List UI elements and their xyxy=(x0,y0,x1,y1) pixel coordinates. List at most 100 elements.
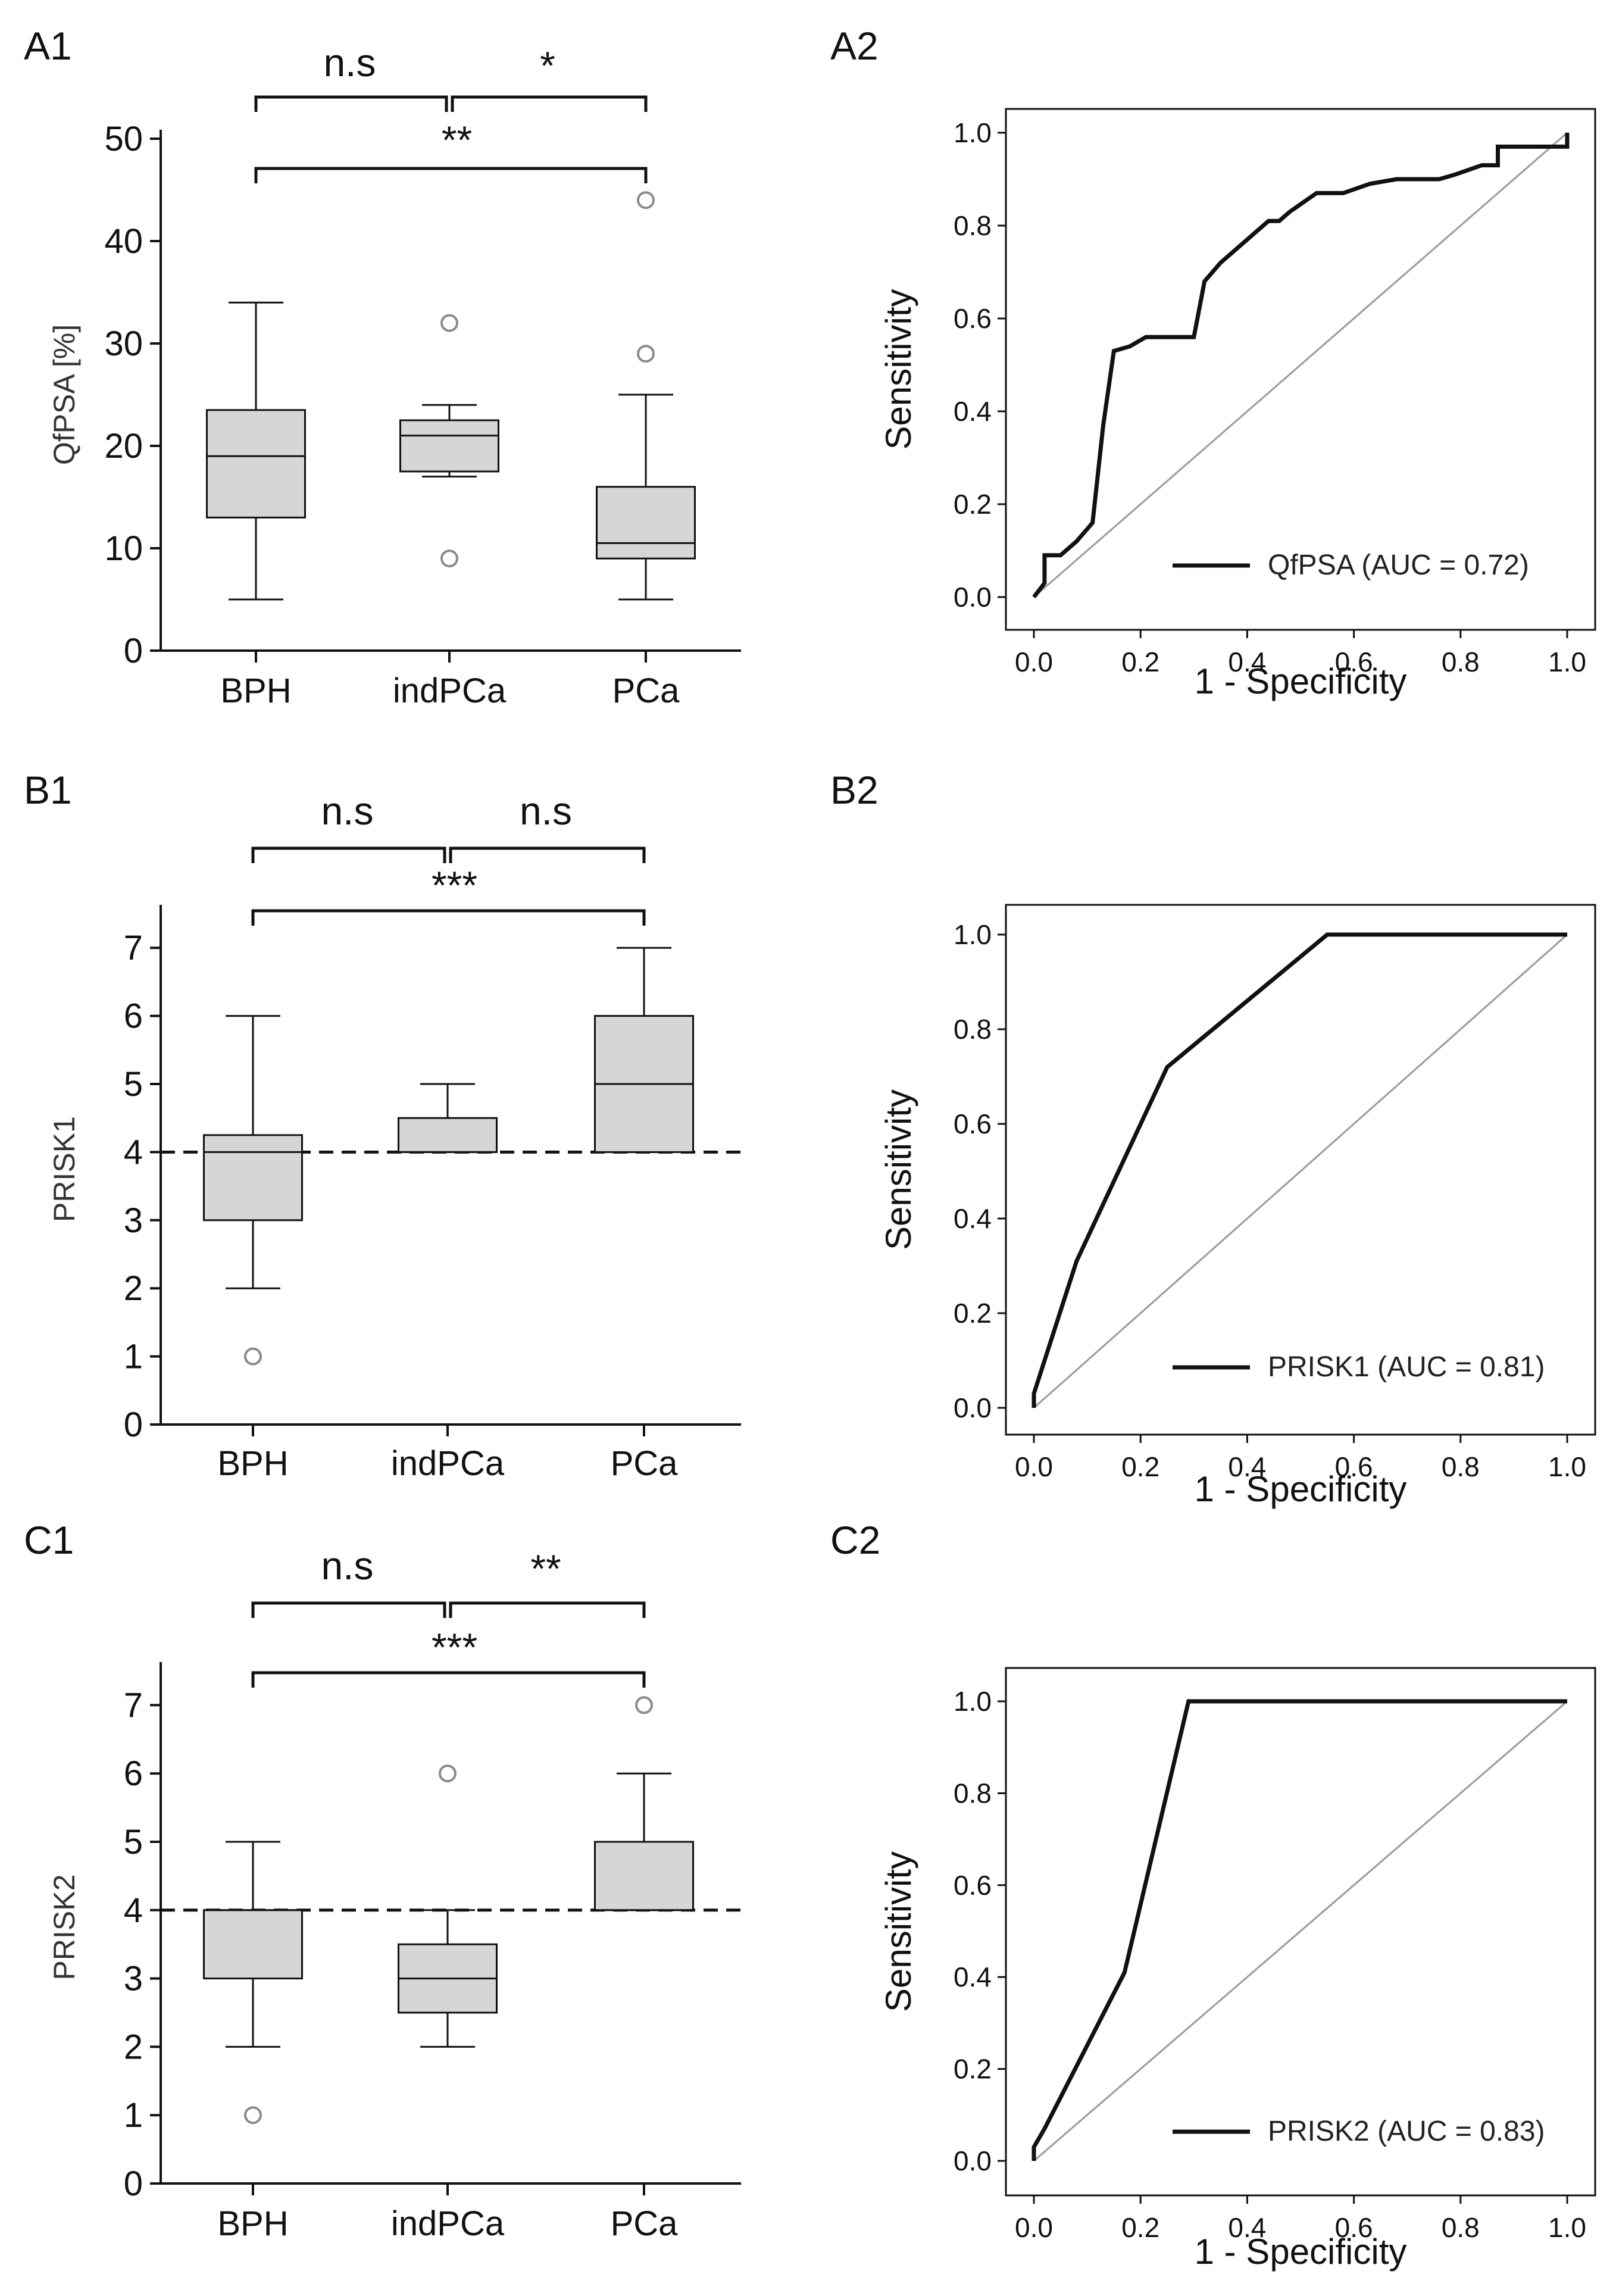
bracket-indpca-pca xyxy=(449,846,646,863)
panel-a2: A2 0.0 0.2 0.4 0.6 0.8 1.0 0.0 0.2 0.4 0.6 0.8 1.0 1 … xyxy=(830,24,1596,701)
x-axis-label: 1 - Specificity xyxy=(1195,1469,1407,1509)
outlier-point xyxy=(244,2106,262,2125)
y-tick-label: 20 xyxy=(104,427,143,466)
box-iqr xyxy=(206,409,306,518)
y-tick-label: 0.2 xyxy=(954,489,992,520)
roc-curve xyxy=(1032,1699,1567,2161)
bracket-indpca-pca xyxy=(449,1601,646,1618)
bracket-bph-pca xyxy=(251,909,646,926)
x-axis-label: 1 - Specificity xyxy=(1195,2232,1407,2272)
y-tick-label: 1.0 xyxy=(954,919,992,950)
box-iqr xyxy=(399,419,499,473)
x-tick-label: PCa xyxy=(612,671,680,710)
box-bph xyxy=(206,301,306,601)
y-tick-label: 3 xyxy=(124,1201,143,1240)
box-iqr xyxy=(203,1134,303,1222)
reference-diagonal xyxy=(1033,1700,1568,2162)
y-tick-label: 10 xyxy=(104,529,143,568)
box-bph xyxy=(203,1015,303,1366)
y-tick-label: 0.2 xyxy=(954,1298,992,1329)
y-tick-label: 0.6 xyxy=(954,1108,992,1139)
x-tick-label: 0.0 xyxy=(1015,1451,1053,1482)
legend-label: QfPSA (AUC = 0.72) xyxy=(1268,549,1529,581)
y-axis-label: Sensitivity xyxy=(879,289,918,449)
outlier-point xyxy=(244,1347,262,1366)
y-tick-label: 0.6 xyxy=(954,1870,992,1901)
box-iqr xyxy=(398,1117,498,1153)
y-tick-label: 0.8 xyxy=(954,210,992,241)
y-axis-label: PRISK1 xyxy=(48,1116,81,1222)
x-tick-label: PCa xyxy=(611,1444,679,1483)
x-tick-label: BPH xyxy=(217,1444,288,1483)
outlier-point xyxy=(637,191,655,210)
y-axis-label: PRISK2 xyxy=(48,1875,81,1981)
panel-label: B2 xyxy=(830,768,879,812)
significance-label: n.s xyxy=(321,1544,373,1588)
outlier-point xyxy=(439,1764,457,1783)
box-indpca xyxy=(399,314,499,568)
x-tick-label: 0.0 xyxy=(1015,646,1053,677)
box-iqr xyxy=(594,1841,694,1911)
panel-label: C1 xyxy=(24,1518,74,1562)
y-tick-label: 40 xyxy=(104,222,143,261)
y-tick-label: 0.8 xyxy=(954,1778,992,1808)
bracket-bph-indpca xyxy=(254,95,448,112)
y-tick-label: 0 xyxy=(124,632,143,670)
significance-label: ** xyxy=(442,118,472,162)
box-indpca xyxy=(398,1083,498,1153)
panel-b2: B2 0.0 0.2 0.4 0.6 0.8 1.0 0.0 0.2 0.4 0.6 0.8 1.0 1 … xyxy=(830,768,1596,1509)
plot-frame xyxy=(1005,1667,1596,2197)
legend-label: PRISK2 (AUC = 0.83) xyxy=(1268,2116,1545,2147)
y-tick-label: 0.4 xyxy=(954,1203,992,1234)
y-tick-label: 3 xyxy=(124,1960,143,1998)
box-iqr xyxy=(203,1909,303,1980)
panel-c2: C2 0.0 0.2 0.4 0.6 0.8 1.0 0.0 0.2 0.4 0.6 0.8 1.0 1 … xyxy=(830,1518,1596,2272)
x-axis-label: 1 - Specificity xyxy=(1195,661,1407,701)
panel-label: A2 xyxy=(830,24,879,68)
x-tick-label: 0.6 xyxy=(1335,646,1373,677)
y-axis-label: Sensitivity xyxy=(879,1851,918,2012)
x-tick-label: 0.0 xyxy=(1015,2212,1053,2243)
y-tick-label: 6 xyxy=(124,997,143,1036)
y-tick-label: 1 xyxy=(124,2096,143,2135)
y-tick-label: 1.0 xyxy=(954,117,992,148)
y-tick-label: 2 xyxy=(124,1269,143,1308)
y-tick-label: 7 xyxy=(124,929,143,967)
x-tick-label: 0.8 xyxy=(1442,646,1480,677)
y-tick-label: 50 xyxy=(104,120,143,158)
y-tick-label: 0.0 xyxy=(954,1392,992,1423)
box-pca xyxy=(594,946,694,1153)
x-tick-label: 0.2 xyxy=(1121,2212,1159,2243)
y-tick-label: 0.8 xyxy=(954,1014,992,1045)
bracket-bph-pca xyxy=(251,1671,646,1688)
y-tick-label: 0 xyxy=(124,1405,143,1444)
x-tick-label: 0.4 xyxy=(1228,2212,1266,2243)
panel-label: B1 xyxy=(24,768,72,812)
bracket-bph-indpca xyxy=(251,846,446,863)
significance-label: *** xyxy=(432,863,477,907)
x-tick-label: PCa xyxy=(611,2204,679,2243)
significance-label: * xyxy=(540,43,555,88)
y-axis-label: QfPSA [%] xyxy=(48,324,81,465)
outlier-point xyxy=(440,549,458,568)
x-tick-label: 0.8 xyxy=(1442,1451,1480,1482)
x-tick-label: 0.2 xyxy=(1121,1451,1159,1482)
bracket-bph-indpca xyxy=(251,1601,446,1618)
y-tick-label: 2 xyxy=(124,2028,143,2066)
x-tick-label: indPCa xyxy=(391,2204,505,2243)
outlier-point xyxy=(635,1696,653,1714)
x-tick-label: 0.4 xyxy=(1228,1451,1266,1482)
y-tick-label: 0.6 xyxy=(954,303,992,334)
y-tick-label: 5 xyxy=(124,1065,143,1104)
reference-diagonal xyxy=(1033,933,1568,1409)
outlier-point xyxy=(637,345,655,363)
y-tick-label: 0.4 xyxy=(954,1961,992,1992)
plot-frame xyxy=(1005,904,1596,1436)
x-tick-label: 0.2 xyxy=(1121,646,1159,677)
y-tick-label: 30 xyxy=(104,324,143,363)
legend-label: PRISK1 (AUC = 0.81) xyxy=(1268,1351,1545,1383)
panel-b1: B1 0 1 2 3 4 5 6 7 PRISK1 BPH indPCa PCa n.s n.s *** xyxy=(24,768,741,1483)
x-tick-label: BPH xyxy=(217,2204,288,2243)
